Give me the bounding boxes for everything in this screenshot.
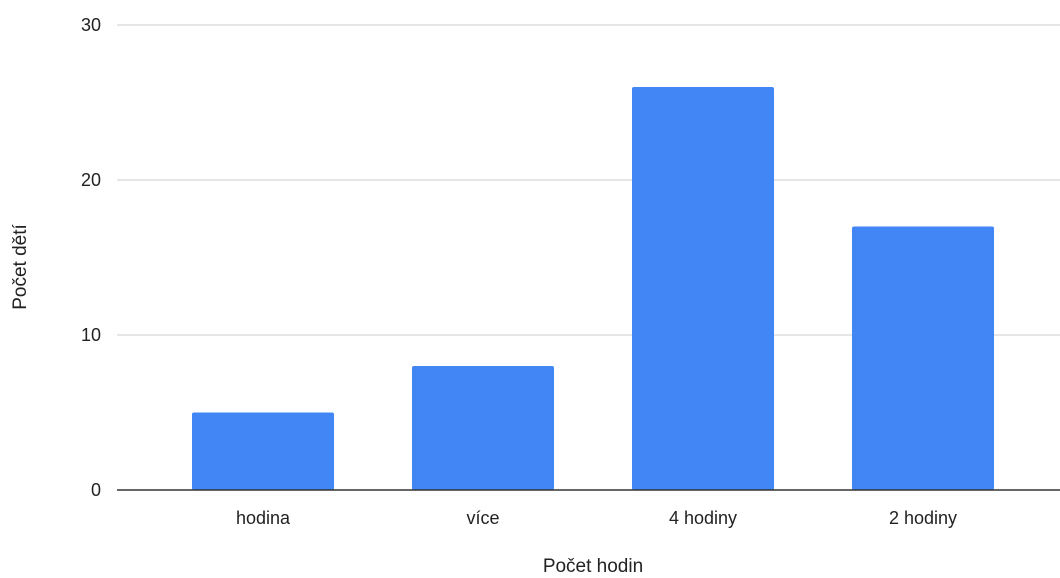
x-tick-label: více (466, 508, 499, 528)
x-tick-label: 4 hodiny (669, 508, 737, 528)
y-tick-label: 20 (81, 170, 101, 190)
x-axis-ticks: hodina více 4 hodiny 2 hodiny (236, 508, 957, 528)
y-axis-ticks: 0 10 20 30 (81, 15, 101, 500)
y-tick-label: 10 (81, 325, 101, 345)
x-tick-label: 2 hodiny (889, 508, 957, 528)
bars (192, 87, 994, 490)
bar[interactable] (412, 366, 554, 490)
bar[interactable] (852, 226, 994, 491)
bar[interactable] (192, 412, 334, 491)
y-axis-title: Počet dětí (10, 224, 31, 310)
y-tick-label: 30 (81, 15, 101, 35)
y-tick-label: 0 (91, 480, 101, 500)
x-axis-title: Počet hodin (543, 556, 643, 577)
x-tick-label: hodina (236, 508, 291, 528)
bar[interactable] (632, 87, 774, 490)
